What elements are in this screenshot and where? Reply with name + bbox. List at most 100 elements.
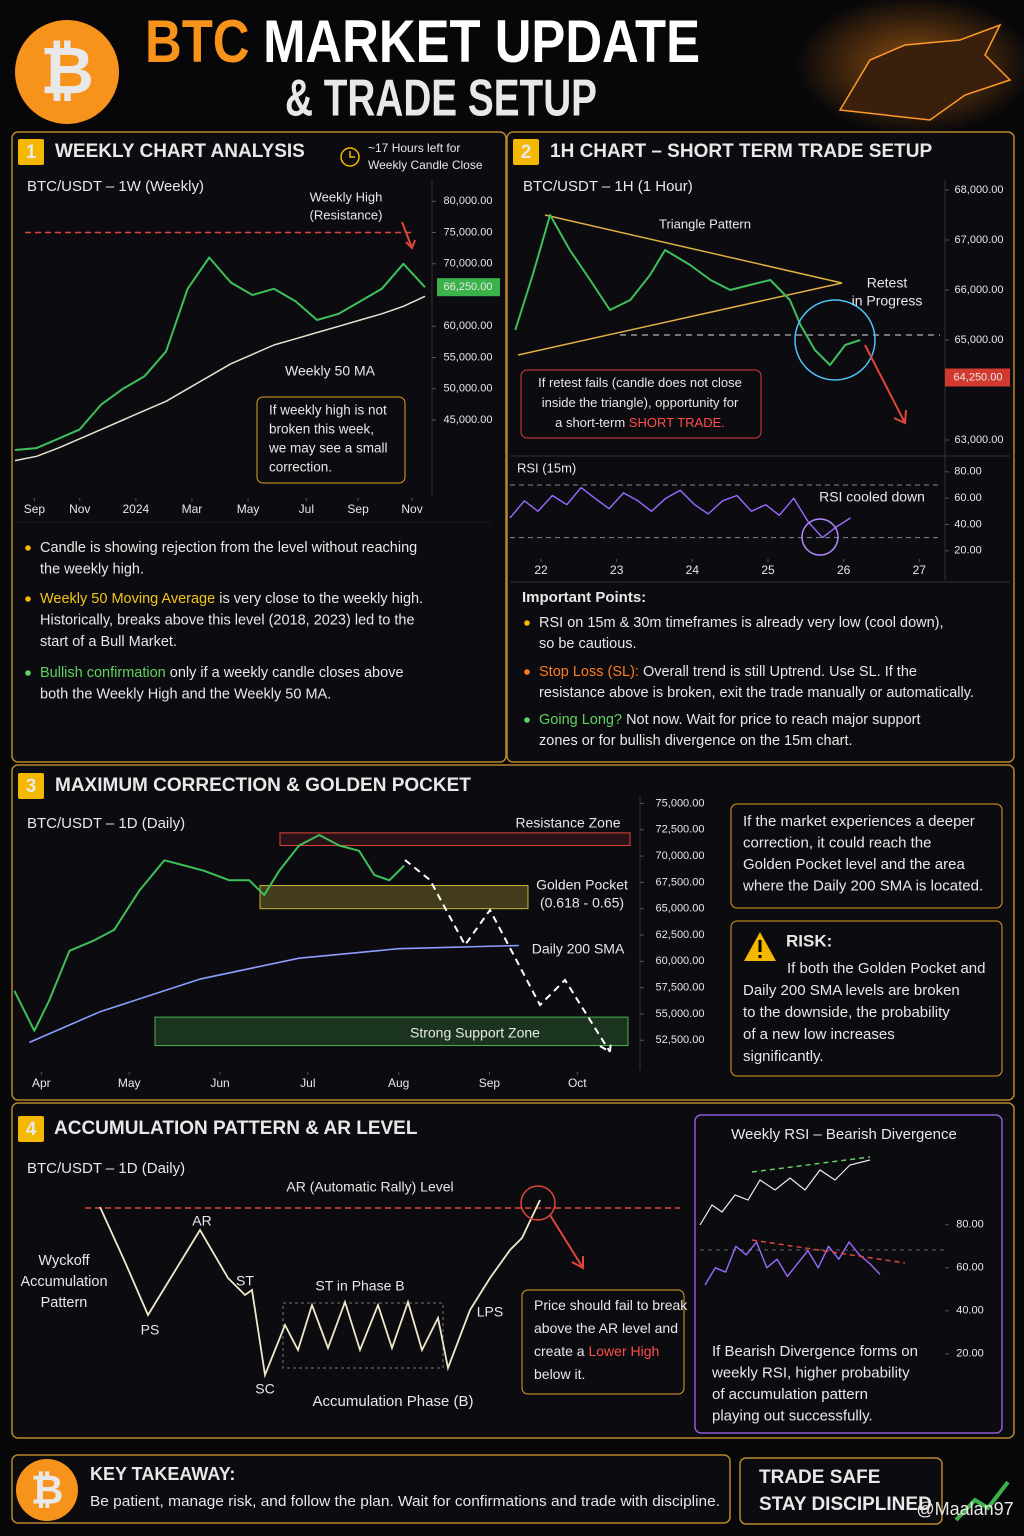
text-part: SHORT TRADE. bbox=[629, 415, 725, 430]
panel-title: WEEKLY CHART ANALYSIS bbox=[55, 141, 305, 162]
number-badge bbox=[18, 773, 44, 799]
text-part: Not now. Wait for price to reach major s… bbox=[622, 712, 920, 728]
bullet-text: start of a Bull Market. bbox=[40, 634, 177, 650]
rsi-circle bbox=[801, 518, 839, 556]
bullet-text: Candle is showing rejection from the lev… bbox=[40, 540, 417, 556]
warning-dot bbox=[758, 955, 762, 958]
note-text: correction. bbox=[269, 460, 332, 475]
rsi-line bbox=[704, 1241, 881, 1286]
price-line bbox=[13, 834, 405, 1032]
point-label: LPS bbox=[477, 1304, 503, 1320]
chart-title: BTC/USDT – 1D (Daily) bbox=[27, 1160, 185, 1177]
text-part: start of a Bull Market. bbox=[40, 634, 177, 650]
x-tick-label: Jun bbox=[210, 1076, 229, 1090]
retest-label: Retest bbox=[867, 275, 908, 291]
text-part: only if a weekly candle closes above bbox=[166, 665, 404, 681]
phase-box bbox=[282, 1302, 444, 1369]
info-text: correction, it could reach the bbox=[743, 834, 931, 851]
triangle-pattern bbox=[517, 214, 843, 356]
bullet-text: Weekly 50 Moving Average is very close t… bbox=[40, 591, 423, 607]
risk-title: RISK: bbox=[786, 931, 832, 950]
panel-number: 3 bbox=[26, 776, 37, 797]
price-line bbox=[14, 256, 426, 451]
rsi-title: Weekly RSI – Bearish Divergence bbox=[731, 1126, 957, 1143]
bullet-text: Stop Loss (SL): Overall trend is still U… bbox=[539, 664, 917, 680]
text-part: is very close to the weekly high. bbox=[215, 591, 423, 607]
timer-icon bbox=[340, 147, 360, 167]
y-tick-label: 40.00 bbox=[956, 1305, 984, 1317]
info-text: where the Daily 200 SMA is located. bbox=[742, 877, 983, 894]
point-label: ST in Phase B bbox=[315, 1278, 404, 1294]
y-tick-label: 60.00 bbox=[956, 1262, 984, 1274]
timer-text: Weekly Candle Close bbox=[368, 158, 483, 172]
y-tick-label: 60,000.00 bbox=[444, 320, 493, 332]
takeaway-text: Be patient, manage risk, and follow the … bbox=[90, 1494, 720, 1510]
rsi-note: of accumulation pattern bbox=[712, 1386, 868, 1403]
takeaway-title: KEY TAKEAWAY: bbox=[90, 1464, 235, 1484]
timer-text: ~17 Hours left for bbox=[368, 141, 460, 155]
info-text: If the market experiences a deeper bbox=[743, 813, 975, 830]
bullet-dot bbox=[25, 596, 31, 602]
text-part: Historically, breaks above this level (2… bbox=[40, 612, 415, 628]
bullet-text: the weekly high. bbox=[40, 561, 144, 577]
panel-title: 1H CHART – SHORT TERM TRADE SETUP bbox=[550, 141, 932, 162]
x-tick-label: Jul bbox=[300, 1076, 315, 1090]
x-tick-label: 2024 bbox=[122, 502, 149, 516]
y-tick-label: 75,000.00 bbox=[656, 797, 705, 809]
ma-line bbox=[14, 295, 426, 462]
bullet-dot bbox=[25, 545, 31, 551]
subtitle: & TRADE SETUP bbox=[285, 70, 597, 128]
y-tick-label: 72,500.00 bbox=[656, 824, 705, 836]
y-tick-label: 45,000.00 bbox=[444, 414, 493, 426]
bullet-text: Bullish confirmation only if a weekly ca… bbox=[40, 665, 404, 681]
x-tick-label: May bbox=[118, 1076, 141, 1090]
zone-label: (0.618 - 0.65) bbox=[540, 895, 624, 911]
resistance-label: Weekly High bbox=[310, 189, 383, 204]
text-part: Stop Loss (SL): bbox=[539, 664, 639, 680]
y-tick-label: 20.00 bbox=[954, 545, 982, 557]
x-tick-label: Mar bbox=[182, 502, 203, 516]
text-part: Candle is showing rejection from the lev… bbox=[40, 540, 417, 556]
y-tick-label: 65,000.00 bbox=[656, 903, 705, 915]
zone-label: Strong Support Zone bbox=[410, 1025, 540, 1041]
sma-line bbox=[29, 944, 519, 1044]
y-tick-label: 80.00 bbox=[956, 1219, 984, 1231]
x-tick-label: Jul bbox=[299, 502, 314, 516]
text-part: Bullish confirmation bbox=[40, 665, 166, 681]
y-tick-label: 75,000.00 bbox=[444, 226, 493, 238]
panel-number: 4 bbox=[26, 1119, 37, 1140]
projection-arrow bbox=[404, 859, 612, 1054]
rsi-title: RSI (15m) bbox=[517, 460, 576, 475]
retest-label: in Progress bbox=[852, 293, 923, 309]
current-price-tag bbox=[945, 368, 1010, 387]
note-text: below it. bbox=[534, 1366, 585, 1382]
bull-silhouette bbox=[838, 23, 1012, 121]
sma-label: Daily 200 SMA bbox=[532, 941, 625, 957]
point-label: AR bbox=[192, 1213, 211, 1229]
slogan: STAY DISCIPLINED bbox=[759, 1494, 932, 1515]
text-part: a short-term bbox=[555, 415, 629, 430]
y-tick-label: 50,000.00 bbox=[444, 383, 493, 395]
note-text: broken this week, bbox=[269, 422, 374, 437]
note-text: If weekly high is not bbox=[269, 403, 387, 418]
note-box bbox=[256, 396, 406, 484]
growth-icon bbox=[954, 1480, 1010, 1522]
text-part: zones or for bullish divergence on the 1… bbox=[539, 733, 853, 749]
chart-title: BTC/USDT – 1H (1 Hour) bbox=[523, 178, 693, 195]
number-badge bbox=[513, 139, 539, 165]
zone bbox=[259, 885, 529, 910]
y-tick-label: 63,000.00 bbox=[955, 434, 1004, 446]
info-text: Golden Pocket level and the area bbox=[743, 856, 965, 873]
x-tick-label: Oct bbox=[568, 1076, 587, 1090]
note-text: create a Lower High bbox=[534, 1343, 659, 1359]
y-tick-label: 62,500.00 bbox=[656, 929, 705, 941]
y-tick-label: 60,000.00 bbox=[656, 955, 705, 967]
x-tick-label: 27 bbox=[913, 563, 927, 577]
bullet-text: both the Weekly High and the Weekly 50 M… bbox=[40, 686, 331, 702]
point-label: SC bbox=[255, 1381, 274, 1397]
title-part: MARKET UPDATE bbox=[263, 8, 700, 75]
bullet-text: so be cautious. bbox=[539, 636, 637, 652]
note-text: inside the triangle), opportunity for bbox=[542, 395, 739, 410]
ar-label: AR (Automatic Rally) Level bbox=[286, 1179, 453, 1195]
text-part: both the Weekly High and the Weekly 50 M… bbox=[40, 686, 331, 702]
